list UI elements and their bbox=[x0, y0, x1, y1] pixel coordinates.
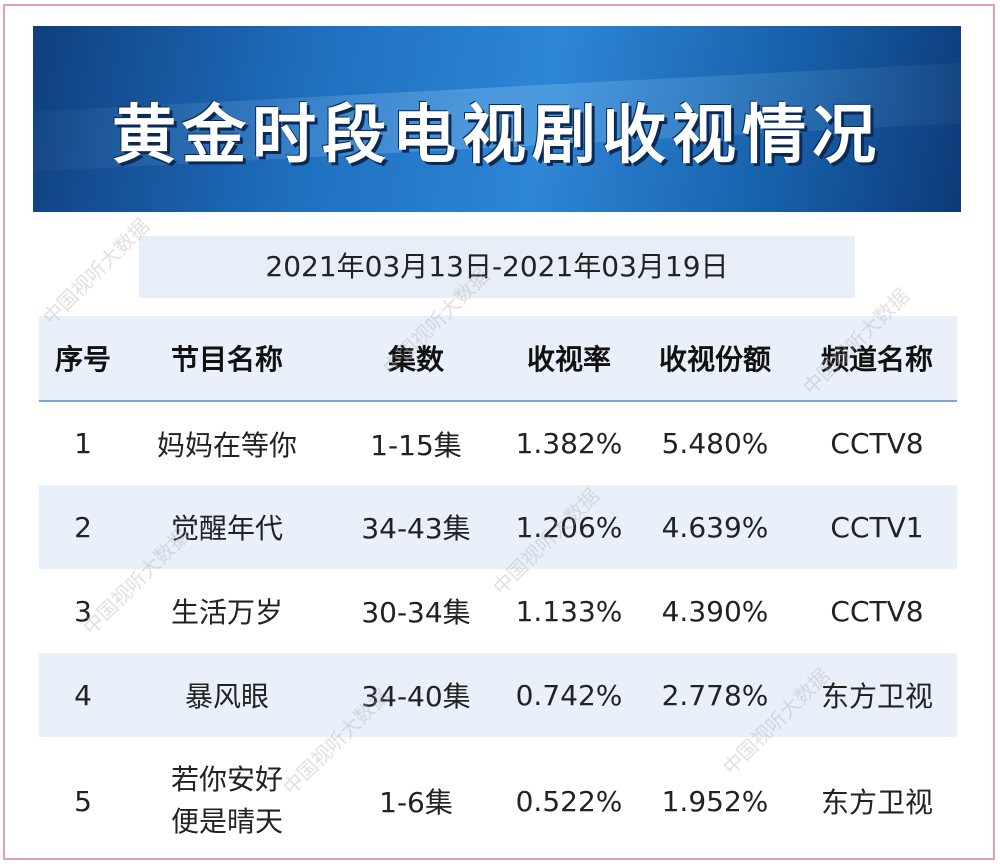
page-title: 黄金时段电视剧收视情况 bbox=[112, 99, 882, 173]
cell-rating: 1.206% bbox=[505, 485, 633, 569]
column-header-share: 收视份额 bbox=[633, 316, 797, 402]
cell-episodes: 1-6集 bbox=[379, 786, 453, 819]
cell-rating: 0.522% bbox=[515, 784, 623, 818]
column-header-name: 节目名称 bbox=[127, 316, 327, 402]
date-range: 2021年03月13日-2021年03月19日 bbox=[139, 236, 855, 298]
cell-rating: 1.382% bbox=[515, 427, 623, 460]
cell-channel: CCTV1 bbox=[797, 485, 957, 569]
cell-share: 2.778% bbox=[633, 653, 797, 737]
cell-episodes: 1-15集 bbox=[370, 428, 462, 462]
cell-episodes: 34-43集 bbox=[327, 485, 505, 569]
cell-share: 4.390% bbox=[661, 594, 769, 628]
cell-name: 觉醒年代 bbox=[127, 485, 327, 569]
cell-name: 妈妈在等你 bbox=[156, 428, 297, 462]
cell-name: 若你安好 便是晴天 bbox=[127, 737, 327, 858]
cell-share: 4.639% bbox=[633, 485, 797, 569]
page-frame: 黄金时段电视剧收视情况 2021年03月13日-2021年03月19日 序号 节… bbox=[3, 4, 995, 860]
cell-share: 5.480% bbox=[661, 427, 769, 460]
cell-name-line-1: 若你安好 bbox=[170, 763, 283, 796]
column-header-episodes: 集数 bbox=[327, 316, 505, 402]
cell-episodes: 30-34集 bbox=[361, 596, 471, 629]
cell-channel: CCTV8 bbox=[830, 427, 924, 460]
cell-index: 3 bbox=[74, 594, 92, 628]
column-header-channel: 频道名称 bbox=[797, 316, 957, 402]
cell-index: 4 bbox=[39, 653, 127, 737]
column-header-rating: 收视率 bbox=[505, 316, 633, 402]
cell-rating: 1.133% bbox=[515, 594, 623, 628]
cell-channel: 东方卫视 bbox=[797, 653, 957, 737]
table-header-row: 序号 节目名称 集数 收视率 收视份额 频道名称 bbox=[39, 316, 957, 402]
table-row: 1 妈妈在等你 1-15集 1.382% 5.480% CCTV8 bbox=[39, 401, 957, 485]
cell-channel: CCTV8 bbox=[830, 594, 924, 628]
cell-channel: 东方卫视 bbox=[820, 786, 933, 819]
cell-index: 2 bbox=[39, 485, 127, 569]
cell-episodes: 34-40集 bbox=[327, 653, 505, 737]
cell-name: 暴风眼 bbox=[127, 653, 327, 737]
ratings-table: 序号 节目名称 集数 收视率 收视份额 频道名称 1 妈妈在等你 1-15集 1… bbox=[39, 316, 957, 858]
table-row: 3 生活万岁 30-34集 1.133% 4.390% CCTV8 bbox=[39, 569, 957, 653]
cell-index: 5 bbox=[74, 784, 92, 818]
table-row: 5 若你安好 便是晴天 1-6集 0.522% 1.952% 东方卫视 bbox=[39, 737, 957, 858]
cell-rating: 0.742% bbox=[505, 653, 633, 737]
cell-index: 1 bbox=[74, 427, 92, 460]
table-row: 4 暴风眼 34-40集 0.742% 2.778% 东方卫视 bbox=[39, 653, 957, 737]
title-banner: 黄金时段电视剧收视情况 bbox=[33, 26, 961, 212]
cell-name: 生活万岁 bbox=[170, 596, 283, 629]
watermark-text: 中国视听大数据 bbox=[38, 213, 155, 330]
column-header-index: 序号 bbox=[39, 316, 127, 402]
cell-share: 1.952% bbox=[661, 784, 769, 818]
cell-name-line-2: 便是晴天 bbox=[170, 805, 283, 838]
table-row: 2 觉醒年代 34-43集 1.206% 4.639% CCTV1 bbox=[39, 485, 957, 569]
